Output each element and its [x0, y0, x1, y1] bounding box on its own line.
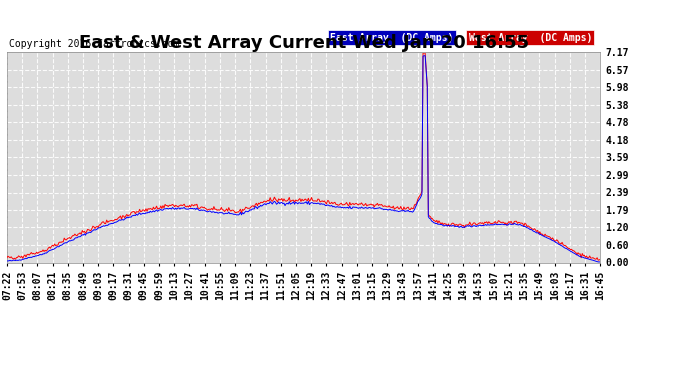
- Title: East & West Array Current Wed Jan 20 16:55: East & West Array Current Wed Jan 20 16:…: [79, 34, 529, 53]
- Text: Copyright 2016 Cartronics.com: Copyright 2016 Cartronics.com: [9, 39, 179, 49]
- Text: East Array  (DC Amps): East Array (DC Amps): [331, 33, 454, 43]
- Text: West Array  (DC Amps): West Array (DC Amps): [469, 33, 592, 43]
